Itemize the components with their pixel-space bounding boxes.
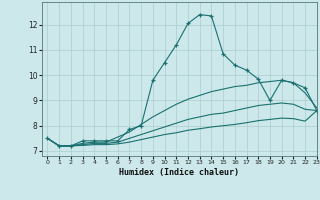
- X-axis label: Humidex (Indice chaleur): Humidex (Indice chaleur): [119, 168, 239, 177]
